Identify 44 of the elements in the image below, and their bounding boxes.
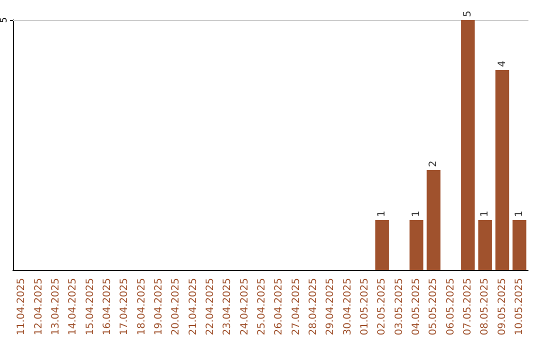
bar [375,220,389,270]
bar [512,220,526,270]
data-label: 4 [496,60,508,67]
x-tick-label: 16.04.2025 [102,278,113,336]
bar [461,20,475,270]
x-tick-label: 20.04.2025 [170,278,182,336]
x-tick-label: 09.05.2025 [496,278,508,336]
x-tick-label: 21.04.2025 [188,278,199,336]
data-label: 1 [514,210,525,217]
x-tick-label: 18.04.2025 [136,278,148,336]
x-tick-label: 29.04.2025 [325,278,336,336]
data-label: 1 [480,210,491,217]
x-tick-label: 07.05.2025 [462,278,474,336]
x-tick-label: 28.04.2025 [308,278,319,336]
x-tick-label: 12.04.2025 [33,278,44,336]
x-tick-label: 01.05.2025 [359,278,370,336]
bar [410,220,424,270]
data-label: 1 [376,210,388,217]
bar [426,170,440,270]
x-tick-label: 13.04.2025 [50,278,62,336]
x-tick-label: 22.04.2025 [204,278,216,336]
bar [495,70,510,270]
x-tick-label: 25.04.2025 [256,278,268,336]
data-label: 5 [462,10,474,17]
x-tick-label: 04.05.2025 [410,278,422,336]
x-tick-label: 11.04.2025 [16,278,28,336]
x-tick-label: 24.04.2025 [239,278,250,336]
x-tick-label: 06.05.2025 [445,278,456,336]
x-tick-label: 23.04.2025 [222,278,234,336]
x-tick-label: 03.05.2025 [394,278,405,336]
x-tick-label: 10.05.2025 [514,278,525,336]
x-tick-label: 15.04.2025 [84,278,96,336]
x-tick-label: 30.04.2025 [342,278,354,336]
x-tick-label: 05.05.2025 [428,278,440,336]
x-tick-label: 17.04.2025 [119,278,130,336]
data-label: 1 [410,210,422,217]
x-tick-label: 02.05.2025 [376,278,388,336]
x-tick-label: 19.04.2025 [153,278,164,336]
x-tick-label: 14.04.2025 [68,278,79,336]
x-tick-label: 26.04.2025 [274,278,285,336]
bar [478,220,492,270]
x-tick-label: 08.05.2025 [480,278,491,336]
data-label: 2 [428,160,440,167]
x-tick-label: 27.04.2025 [290,278,302,336]
